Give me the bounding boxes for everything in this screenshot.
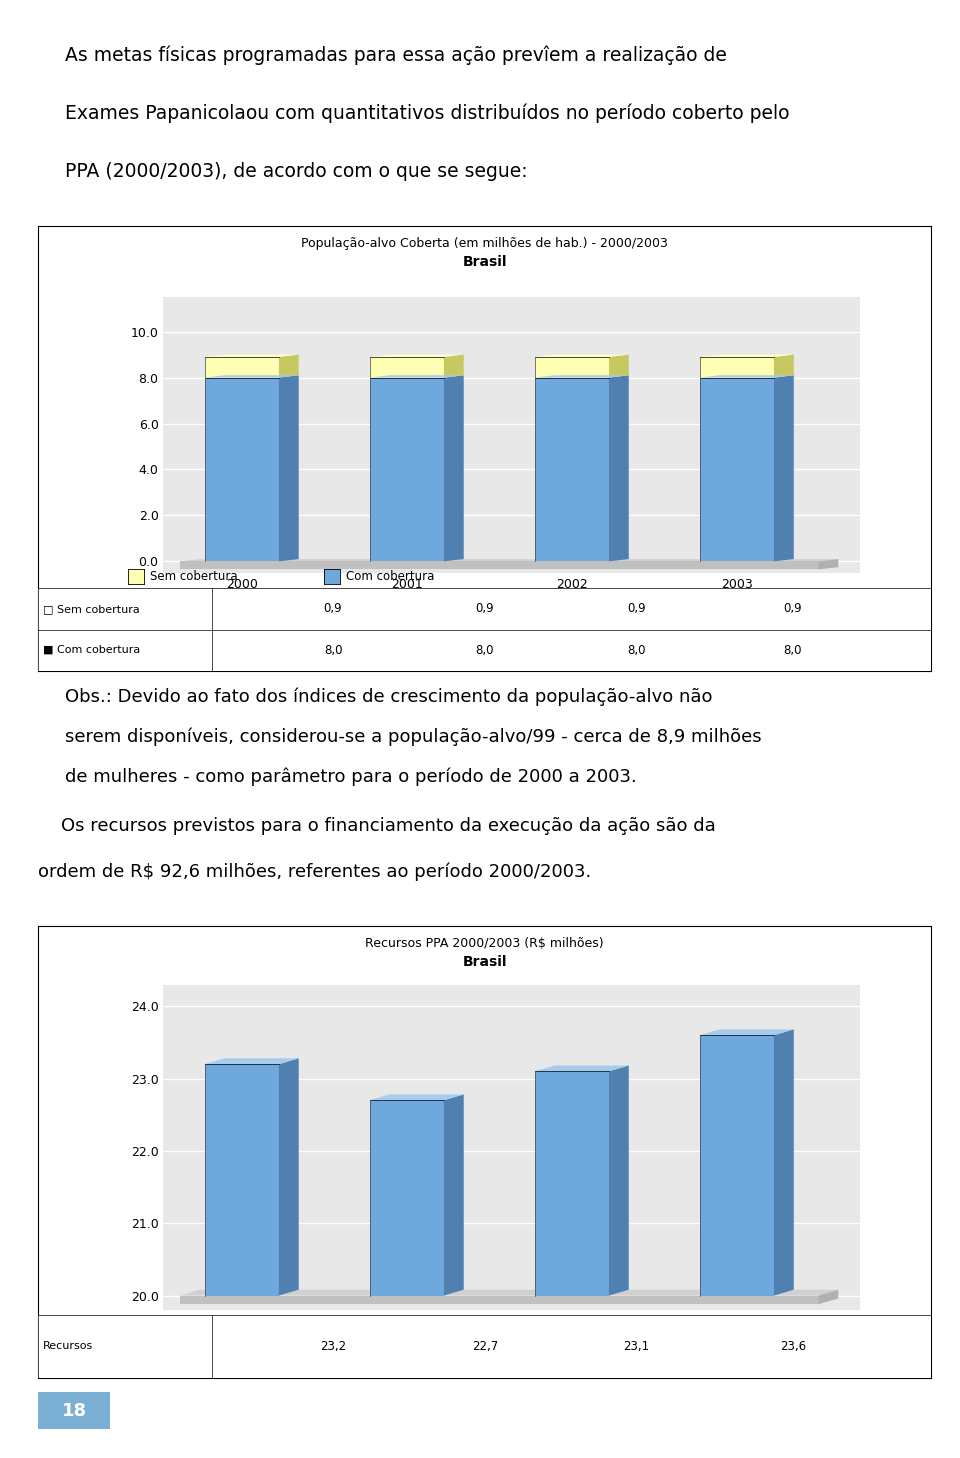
Polygon shape: [180, 1296, 819, 1305]
Text: 23,1: 23,1: [623, 1340, 650, 1353]
Polygon shape: [774, 1029, 794, 1296]
Text: 22,7: 22,7: [471, 1340, 498, 1353]
Text: 18: 18: [61, 1401, 87, 1420]
Bar: [370, 1101, 444, 1296]
Bar: [700, 1035, 774, 1296]
Polygon shape: [204, 354, 299, 357]
Text: 0,9: 0,9: [783, 602, 803, 615]
Polygon shape: [370, 354, 464, 357]
Text: PPA (2000/2003), de acordo com o que se segue:: PPA (2000/2003), de acordo com o que se …: [65, 162, 528, 181]
Polygon shape: [204, 375, 299, 378]
Text: População-alvo Coberta (em milhões de hab.) - 2000/2003: População-alvo Coberta (em milhões de ha…: [301, 238, 668, 251]
Text: As metas físicas programadas para essa ação prevîem a realização de: As metas físicas programadas para essa a…: [65, 45, 727, 66]
Polygon shape: [535, 1066, 629, 1072]
Polygon shape: [609, 375, 629, 561]
Bar: [204, 357, 279, 378]
Polygon shape: [535, 354, 629, 357]
Bar: [204, 1064, 279, 1296]
Bar: [700, 357, 774, 378]
Bar: [370, 378, 444, 561]
Polygon shape: [370, 1095, 464, 1101]
Bar: [700, 378, 774, 561]
Polygon shape: [700, 375, 794, 378]
Text: ordem de R$ 92,6 milhões, referentes ao período 2000/2003.: ordem de R$ 92,6 milhões, referentes ao …: [38, 863, 591, 882]
Text: Com cobertura: Com cobertura: [347, 570, 435, 583]
Polygon shape: [700, 1029, 794, 1035]
Text: 8,0: 8,0: [475, 643, 494, 656]
Text: Recursos: Recursos: [43, 1341, 93, 1352]
Text: □ Sem cobertura: □ Sem cobertura: [43, 604, 139, 614]
Polygon shape: [774, 375, 794, 561]
Bar: [535, 378, 609, 561]
Text: Brasil: Brasil: [463, 955, 507, 970]
Text: 0,9: 0,9: [627, 602, 646, 615]
Polygon shape: [609, 354, 629, 378]
Text: 23,6: 23,6: [780, 1340, 805, 1353]
Text: 23,2: 23,2: [320, 1340, 347, 1353]
Text: Sem cobertura: Sem cobertura: [150, 570, 238, 583]
Polygon shape: [204, 1059, 299, 1064]
Text: Os recursos previstos para o financiamento da execução da ação são da: Os recursos previstos para o financiamen…: [38, 818, 716, 835]
Polygon shape: [279, 375, 299, 561]
Text: Obs.: Devido ao fato dos índices de crescimento da população-alvo não: Obs.: Devido ao fato dos índices de cres…: [65, 688, 712, 706]
Polygon shape: [609, 1066, 629, 1296]
Text: 0,9: 0,9: [324, 602, 343, 615]
Polygon shape: [774, 354, 794, 378]
Text: 8,0: 8,0: [783, 643, 802, 656]
Polygon shape: [370, 375, 464, 378]
Polygon shape: [819, 1290, 838, 1305]
Bar: [535, 1072, 609, 1296]
Polygon shape: [180, 561, 819, 570]
Text: ■ Com cobertura: ■ Com cobertura: [43, 644, 140, 655]
Polygon shape: [180, 558, 838, 561]
Text: 0,9: 0,9: [475, 602, 494, 615]
Text: Recursos PPA 2000/2003 (R$ milhões): Recursos PPA 2000/2003 (R$ milhões): [366, 937, 604, 951]
Text: Exames Papanicolaou com quantitativos distribuídos no período coberto pelo: Exames Papanicolaou com quantitativos di…: [65, 104, 790, 124]
Text: 8,0: 8,0: [627, 643, 646, 656]
Bar: [535, 357, 609, 378]
Polygon shape: [700, 354, 794, 357]
Polygon shape: [535, 375, 629, 378]
Text: serem disponíveis, considerou-se a população-alvo/99 - cerca de 8,9 milhões: serem disponíveis, considerou-se a popul…: [65, 728, 762, 746]
Polygon shape: [444, 375, 464, 561]
Polygon shape: [279, 354, 299, 378]
Bar: [204, 378, 279, 561]
Polygon shape: [180, 1290, 838, 1296]
Polygon shape: [279, 1059, 299, 1296]
Text: Brasil: Brasil: [463, 255, 507, 268]
Polygon shape: [444, 1095, 464, 1296]
Polygon shape: [819, 558, 838, 570]
Bar: [370, 357, 444, 378]
Text: de mulheres - como parâmetro para o período de 2000 a 2003.: de mulheres - como parâmetro para o perí…: [65, 767, 636, 786]
Text: 8,0: 8,0: [324, 643, 343, 656]
Polygon shape: [444, 354, 464, 378]
